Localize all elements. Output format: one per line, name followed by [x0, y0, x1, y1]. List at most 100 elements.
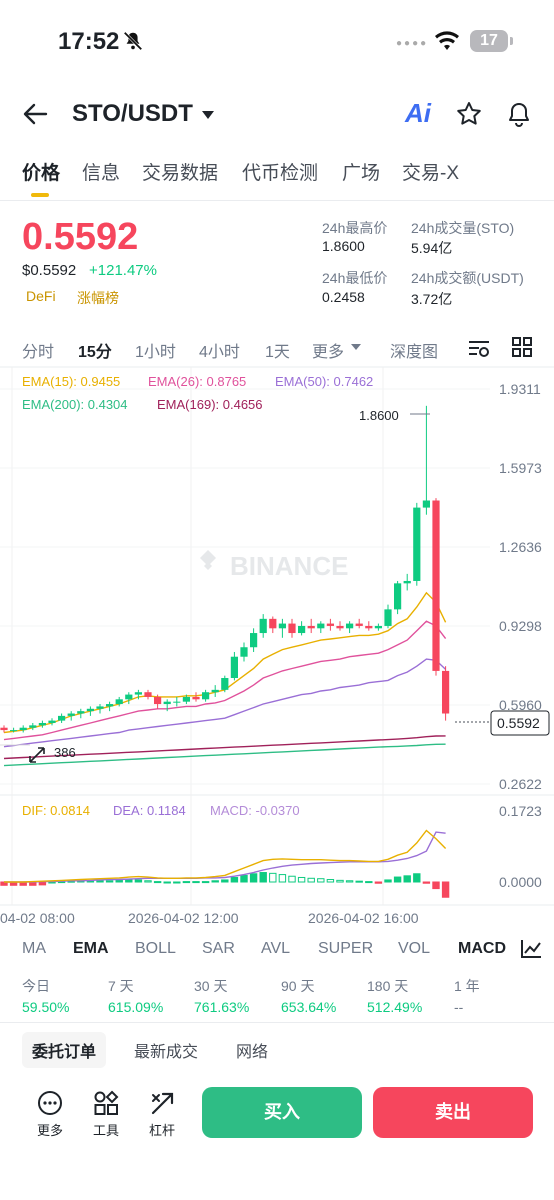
- main-tabs: 价格 信息 交易数据 代币检测 广场 交易-X: [0, 158, 554, 188]
- tab-info[interactable]: 信息: [82, 163, 121, 184]
- macd-bar: [345, 880, 354, 883]
- candle: [221, 678, 229, 690]
- bell-icon[interactable]: [505, 100, 533, 128]
- tab-token-check[interactable]: 代币检测: [242, 163, 319, 184]
- macd-dea-legend: DEA: 0.1184: [113, 803, 186, 818]
- macd-bar: [355, 880, 363, 883]
- perf-value-7d: 615.09%: [108, 999, 164, 1015]
- layout-grid-icon[interactable]: [511, 336, 533, 358]
- candle: [355, 623, 363, 626]
- pair-title[interactable]: STO/USDT: [72, 100, 193, 127]
- tab-square[interactable]: 广场: [342, 163, 381, 184]
- candle: [144, 692, 152, 697]
- candle: [0, 727, 8, 731]
- macd-bar: [384, 879, 392, 883]
- expand-icon[interactable]: [29, 747, 45, 763]
- star-icon[interactable]: [455, 100, 483, 128]
- tag-defi[interactable]: DeFi: [26, 288, 56, 304]
- perf-value-90d: 653.64%: [281, 999, 337, 1015]
- candle: [19, 727, 27, 731]
- tag-gainers[interactable]: 涨幅榜: [77, 290, 119, 306]
- sell-button[interactable]: 卖出: [373, 1087, 533, 1138]
- price-chart[interactable]: BINANCE 1.9311 1.5973 1.2636 0.9298 0.5960 0.…: [0, 365, 554, 925]
- ind-vol[interactable]: VOL: [398, 940, 431, 957]
- tab-latest-trades[interactable]: 最新成交: [134, 1044, 199, 1061]
- candle: [278, 623, 286, 629]
- macd-bar: [240, 874, 248, 883]
- tab-open-orders[interactable]: 委托订单: [22, 1032, 107, 1068]
- candle: [365, 625, 373, 629]
- macd-bar: [125, 879, 133, 883]
- perf-value-180d: 512.49%: [367, 999, 423, 1015]
- tf-depth[interactable]: 深度图: [390, 344, 439, 361]
- volume-value: 5.94亿: [411, 240, 453, 256]
- divider: [0, 1022, 554, 1023]
- macd-bar: [230, 876, 239, 883]
- macd-bar: [288, 875, 296, 883]
- tab-trade-x[interactable]: 交易-X: [402, 163, 460, 184]
- tab-network[interactable]: 网络: [236, 1044, 269, 1061]
- back-arrow-icon[interactable]: [22, 102, 48, 126]
- macd-bar: [144, 880, 152, 883]
- more-caret-icon[interactable]: [351, 344, 361, 350]
- y-tick-label: 0.9298: [499, 618, 542, 634]
- more-label: 更多: [36, 1123, 63, 1138]
- divider: [0, 200, 554, 201]
- price-usd: $0.5592: [22, 262, 77, 279]
- leverage-tool[interactable]: 杠杆: [142, 1090, 182, 1139]
- candle: [269, 618, 277, 629]
- active-tab-indicator: [31, 193, 49, 197]
- ind-super[interactable]: SUPER: [318, 940, 374, 957]
- ind-macd[interactable]: MACD: [458, 940, 506, 957]
- macd-bar: [201, 881, 210, 884]
- tf-4h[interactable]: 4小时: [199, 344, 240, 361]
- tf-1d[interactable]: 1天: [265, 344, 290, 361]
- macd-bar: [413, 873, 421, 883]
- buy-button[interactable]: 买入: [202, 1087, 362, 1138]
- macd-value-legend: MACD: -0.0370: [210, 803, 300, 818]
- ind-boll[interactable]: BOLL: [135, 940, 176, 957]
- macd-bar: [221, 879, 229, 883]
- tools-tool[interactable]: 工具: [86, 1090, 126, 1139]
- tf-line[interactable]: 分时: [22, 344, 55, 361]
- candle: [422, 500, 430, 508]
- ema200-line: [3, 743, 446, 767]
- leverage-label: 杠杆: [148, 1123, 175, 1138]
- macd-bar: [259, 872, 267, 883]
- macd-bar: [326, 879, 335, 883]
- macd-bar: [249, 873, 258, 883]
- ema26-legend: EMA(26): 0.8765: [148, 374, 247, 389]
- candle: [173, 701, 181, 703]
- amount-label: 24h成交额(USDT): [411, 270, 524, 286]
- tf-more[interactable]: 更多: [312, 344, 345, 361]
- perf-value-today: 59.50%: [22, 999, 70, 1015]
- perf-value-30d: 761.63%: [194, 999, 250, 1015]
- macd-bar: [365, 881, 373, 884]
- more-tool[interactable]: 更多: [30, 1090, 70, 1139]
- caret-down-icon[interactable]: [201, 110, 215, 120]
- ind-ma[interactable]: MA: [22, 940, 46, 957]
- candle: [288, 623, 296, 634]
- low-value: 0.2458: [322, 289, 365, 305]
- tab-price[interactable]: 价格: [22, 163, 61, 184]
- macd-bar: [297, 876, 306, 883]
- chart-settings-icon[interactable]: [467, 336, 491, 360]
- perf-label-30d: 30 天: [194, 978, 228, 994]
- bell-muted-icon: [123, 31, 143, 51]
- ema50-legend: EMA(50): 0.7462: [275, 374, 374, 389]
- indicator-chart-icon[interactable]: [520, 939, 542, 959]
- ind-sar[interactable]: SAR: [202, 940, 235, 957]
- candle: [211, 689, 219, 693]
- candle: [250, 633, 258, 648]
- macd-bar: [153, 881, 162, 884]
- low-fragment-label: 386: [54, 745, 76, 760]
- tab-trading-data[interactable]: 交易数据: [142, 163, 219, 184]
- tf-1h[interactable]: 1小时: [135, 344, 176, 361]
- tf-15m[interactable]: 15分: [78, 344, 112, 361]
- ind-avl[interactable]: AVL: [261, 940, 291, 957]
- candle: [48, 720, 56, 723]
- candle: [58, 715, 66, 721]
- ind-ema[interactable]: EMA: [73, 940, 109, 957]
- ai-icon[interactable]: Ai: [405, 98, 431, 128]
- macd-bar: [374, 881, 383, 884]
